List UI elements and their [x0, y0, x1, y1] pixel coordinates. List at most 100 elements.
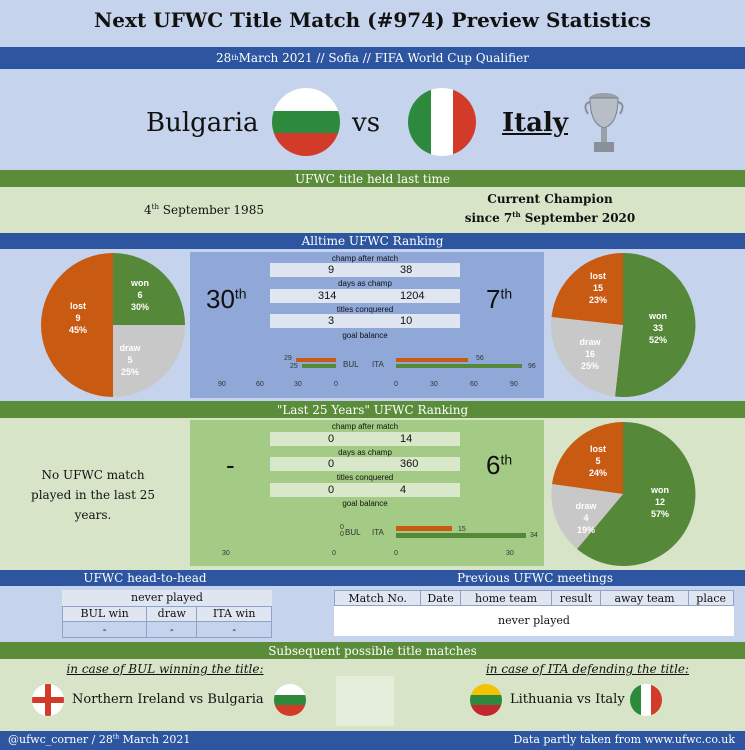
h2h-header: UFWC head-to-head: [83, 571, 207, 585]
alltime-away-days: 1204: [400, 290, 425, 302]
last25-stat-label-3: titles conquered: [336, 473, 394, 482]
last25-away-champ-after: 14: [400, 433, 413, 445]
home-pie-won-label: won 6 30%: [130, 278, 149, 312]
last25-home-champ-after: 0: [328, 433, 335, 445]
home-pie-lost-label: lost 9 45%: [68, 301, 87, 335]
alltime-away-goals-against-bar: [396, 364, 522, 368]
alltime-away-champ-after: 38: [400, 264, 413, 276]
last25-tick: 30: [506, 550, 514, 557]
lithuania-flag-icon: [470, 684, 502, 716]
pie-slice-won: [113, 253, 185, 325]
last25-pie-lost-label: lost 5 24%: [588, 444, 607, 478]
alltime-home-titles: 3: [328, 315, 335, 327]
last25-away-pie-chart: [551, 421, 696, 566]
bulgaria-flag-small-icon: [274, 684, 306, 716]
previous-meetings-table: Match No. Date home team result away tea…: [333, 590, 734, 636]
last25-home-rank: -: [226, 450, 235, 480]
last25-stat-bar-1: [270, 432, 460, 446]
last25-tick: 30: [222, 550, 230, 557]
h2h-col-bul-win: BUL win: [61, 605, 148, 622]
footer-source: Data partly taken from www.ufwc.co.uk: [513, 733, 735, 746]
italy-flag-small-icon: [630, 684, 662, 716]
subsequent-divider-box: [336, 676, 394, 726]
last25-stat-bar-3: [270, 483, 460, 497]
alltime-home-gf-value: 29: [284, 355, 292, 362]
prev-never-played: never played: [498, 614, 570, 628]
pie-slice-lost: [41, 253, 113, 397]
pie-slice-draw: [551, 484, 623, 549]
alltime-home-rank: 30th: [206, 284, 247, 314]
vs-label: vs: [352, 108, 381, 138]
last25-stat-label-2: days as champ: [338, 448, 392, 457]
prev-col-match-no: Match No.: [333, 590, 422, 606]
alltime-bul-axis-label: BUL: [343, 360, 359, 369]
alltime-tick: 30: [430, 381, 438, 388]
h2h-never-played: never played: [131, 591, 203, 605]
last25-pie-won-label: won 12 57%: [650, 485, 669, 519]
alltime-away-gf-value: 56: [476, 355, 484, 362]
subsequent-band: Subsequent possible title matches: [0, 642, 745, 659]
match-info-text: March 2021 // Sofia // FIFA World Cup Qu…: [238, 51, 529, 65]
held-section: [0, 187, 745, 233]
prev-col-result: result: [551, 590, 601, 606]
prev-col-away-team: away team: [599, 590, 690, 606]
last25-home-days: 0: [328, 458, 335, 470]
away-pie-lost-label: lost 15 23%: [588, 271, 607, 305]
footer-band: [0, 731, 745, 750]
last25-home-ga-value: 0: [340, 531, 344, 538]
alltime-stat-bar-3: [270, 314, 460, 328]
left-subsequent-match: Northern Ireland vs Bulgaria: [72, 692, 264, 707]
alltime-away-rank: 7th: [486, 284, 513, 314]
alltime-tick: 90: [510, 381, 518, 388]
previous-header: Previous UFWC meetings: [456, 571, 614, 585]
h2h-col-ita-win: ITA win: [196, 605, 272, 622]
alltime-away-ga-value: 96: [528, 363, 536, 370]
away-pie-won-label: won 33 52%: [648, 311, 667, 345]
last25-home-titles: 0: [328, 484, 335, 496]
alltime-stat-bar-1: [270, 263, 460, 277]
pie-slice-won: [615, 253, 696, 397]
last25-stat-bar-2: [270, 457, 460, 471]
last25-stat-label-4: goal balance: [342, 499, 388, 508]
last25-away-days: 360: [400, 458, 419, 470]
alltime-tick: 60: [470, 381, 478, 388]
pie-slice-draw: [113, 325, 185, 397]
alltime-home-goals-against-bar: [302, 364, 336, 368]
alltime-away-goals-for-bar: [396, 358, 468, 362]
alltime-ita-axis-label: ITA: [372, 360, 384, 369]
away-current-champion: Current Champion since 7th September 202…: [464, 192, 636, 225]
alltime-tick: 90: [218, 381, 226, 388]
alltime-stat-bar-2: [270, 289, 460, 303]
northern-ireland-flag-icon: [32, 684, 64, 716]
alltime-tick: 0: [394, 381, 398, 388]
pie-slice-draw: [551, 317, 623, 397]
h2h-val-ita-win: -: [196, 620, 272, 638]
home-pie-draw-label: draw 5 25%: [119, 343, 141, 377]
alltime-stat-label-4: goal balance: [342, 331, 388, 340]
last25-tick: 0: [394, 550, 398, 557]
h2h-val-bul-win: -: [61, 620, 148, 638]
prev-col-date: Date: [420, 590, 461, 606]
last25-away-gf-value: 15: [458, 526, 466, 533]
last25-ita-axis-label: ITA: [372, 528, 384, 537]
last25-no-match-text: No UFWC match played in the last 25 year…: [31, 468, 155, 522]
last25-stat-label-1: champ after match: [331, 422, 399, 431]
home-team-name: Bulgaria: [146, 108, 259, 138]
away-pie-draw-label: draw 16 25%: [579, 337, 601, 371]
away-team-name: Italy: [502, 108, 569, 138]
h2h-band: [0, 570, 745, 586]
alltime-stat-label-3: titles conquered: [336, 305, 394, 314]
right-subsequent-caption: in case of ITA defending the title:: [485, 662, 690, 676]
alltime-home-goals-for-bar: [296, 358, 336, 362]
alltime-away-pie-chart: [551, 253, 696, 397]
last25-away-titles: 4: [400, 484, 407, 496]
page-title: Next UFWC Title Match (#974) Preview Sta…: [94, 8, 651, 32]
alltime-home-ga-value: 25: [290, 363, 298, 370]
alltime-tick: 30: [294, 381, 302, 388]
left-subsequent-caption: in case of BUL winning the title:: [66, 662, 264, 676]
match-day: 28: [216, 51, 232, 65]
alltime-stat-label-1: champ after match: [331, 254, 399, 263]
trophy-icon: [584, 93, 624, 152]
h2h-col-draw: draw: [146, 605, 198, 622]
